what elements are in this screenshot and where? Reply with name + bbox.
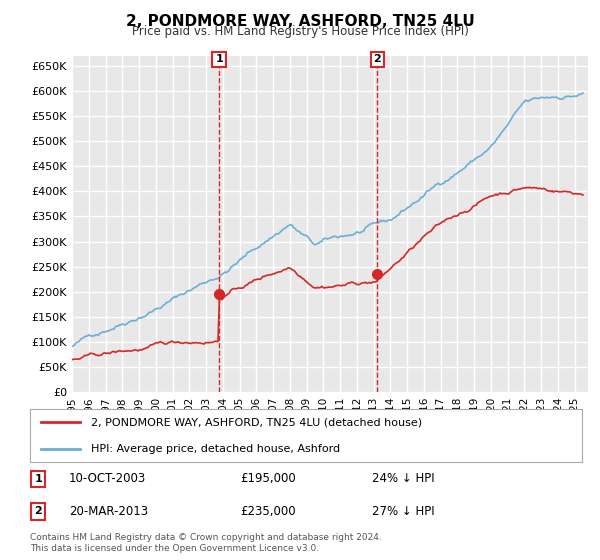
Text: HPI: Average price, detached house, Ashford: HPI: Average price, detached house, Ashf… (91, 444, 340, 454)
Text: £235,000: £235,000 (240, 505, 295, 517)
Text: 24% ↓ HPI: 24% ↓ HPI (372, 473, 435, 486)
Text: 2, PONDMORE WAY, ASHFORD, TN25 4LU: 2, PONDMORE WAY, ASHFORD, TN25 4LU (125, 14, 475, 29)
Text: 27% ↓ HPI: 27% ↓ HPI (372, 505, 435, 517)
Text: 1: 1 (34, 474, 42, 484)
Text: 20-MAR-2013: 20-MAR-2013 (68, 505, 148, 517)
Text: 2, PONDMORE WAY, ASHFORD, TN25 4LU (detached house): 2, PONDMORE WAY, ASHFORD, TN25 4LU (deta… (91, 417, 422, 427)
Text: 2: 2 (373, 54, 381, 64)
Text: 10-OCT-2003: 10-OCT-2003 (68, 473, 146, 486)
Text: 2: 2 (34, 506, 42, 516)
Text: Price paid vs. HM Land Registry's House Price Index (HPI): Price paid vs. HM Land Registry's House … (131, 25, 469, 38)
Text: £195,000: £195,000 (240, 473, 296, 486)
Text: Contains HM Land Registry data © Crown copyright and database right 2024.
This d: Contains HM Land Registry data © Crown c… (30, 533, 382, 553)
Text: 1: 1 (215, 54, 223, 64)
